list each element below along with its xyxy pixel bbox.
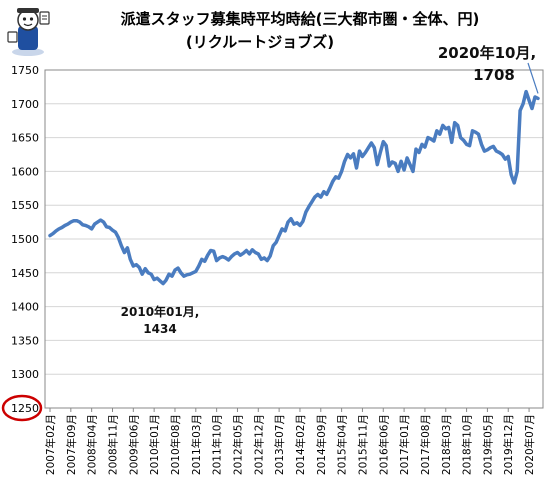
x-tick-label: 2019年12月: [502, 414, 515, 475]
y-tick-label: 1450: [11, 267, 39, 280]
chart-subtitle: (リクルートジョブズ): [186, 33, 334, 51]
plot-frame: [44, 69, 544, 409]
x-tick-label: 2018年03月: [440, 414, 453, 475]
x-tick-label: 2018年10月: [461, 414, 474, 475]
y-tick-label: 1600: [11, 165, 39, 178]
x-tick-label: 2011年03月: [190, 414, 203, 475]
x-axis-ticks: 2007年02月 2007年09月 2008年04月 2008年11月 2009年06月…: [44, 408, 536, 475]
y-tick-label: 1300: [11, 368, 39, 381]
y-tick-label: 1550: [11, 199, 39, 212]
x-tick-label: 2016年06月: [377, 414, 390, 475]
y-tick-label: 1700: [11, 98, 39, 111]
chart-title: 派遣スタッフ募集時平均時給(三大都市圏・全体、円): [121, 10, 480, 28]
x-tick-label: 2010年08月: [169, 414, 182, 475]
annotation-latest-date: 2020年10月,: [438, 44, 536, 62]
x-tick-label: 2014年09月: [315, 414, 328, 475]
annotation-leader-line: [527, 62, 539, 94]
x-tick-label: 2020年07月: [523, 414, 536, 475]
x-tick-label: 2014年02月: [294, 414, 307, 475]
x-tick-label: 2010年01月: [148, 414, 161, 475]
x-tick-label: 2015年04月: [336, 414, 349, 475]
x-tick-label: 2019年05月: [481, 414, 494, 475]
y-tick-label: 1400: [11, 301, 39, 314]
highlight-circle: [1, 394, 43, 422]
x-tick-label: 2012年05月: [231, 414, 244, 475]
x-tick-label: 2015年11月: [356, 414, 369, 475]
x-tick-label: 2007年09月: [65, 414, 78, 475]
series-line: [48, 89, 540, 286]
y-tick-label: 1250: [11, 402, 39, 415]
y-tick-label: 1500: [11, 233, 39, 246]
x-tick-label: 2013年07月: [273, 414, 286, 475]
mascot-logo-icon: [7, 8, 50, 56]
annotation-latest-value: 1708: [473, 66, 515, 84]
annotation-min-value: 1434: [143, 322, 176, 336]
annotation-min-date: 2010年01月,: [121, 304, 200, 319]
annotations: 2010年01月, 1434 2020年10月, 1708: [121, 44, 539, 336]
x-tick-label: 2012年12月: [252, 414, 265, 475]
x-tick-label: 2009年06月: [127, 414, 140, 475]
x-tick-label: 2008年04月: [86, 414, 99, 475]
grid-lines: [45, 69, 543, 409]
y-axis-ticks: 1250 1300 1350 1400 1450 1500 1550 1600 1650 1700…: [11, 64, 39, 415]
x-tick-label: 2011年10月: [211, 414, 224, 475]
x-tick-label: 2017年08月: [419, 414, 432, 475]
x-tick-label: 2017年01月: [398, 414, 411, 475]
y-tick-label: 1650: [11, 132, 39, 145]
y-tick-label: 1350: [11, 334, 39, 347]
x-tick-label: 2008年11月: [106, 414, 119, 475]
x-tick-label: 2007年02月: [44, 414, 57, 475]
y-tick-label: 1750: [11, 64, 39, 77]
